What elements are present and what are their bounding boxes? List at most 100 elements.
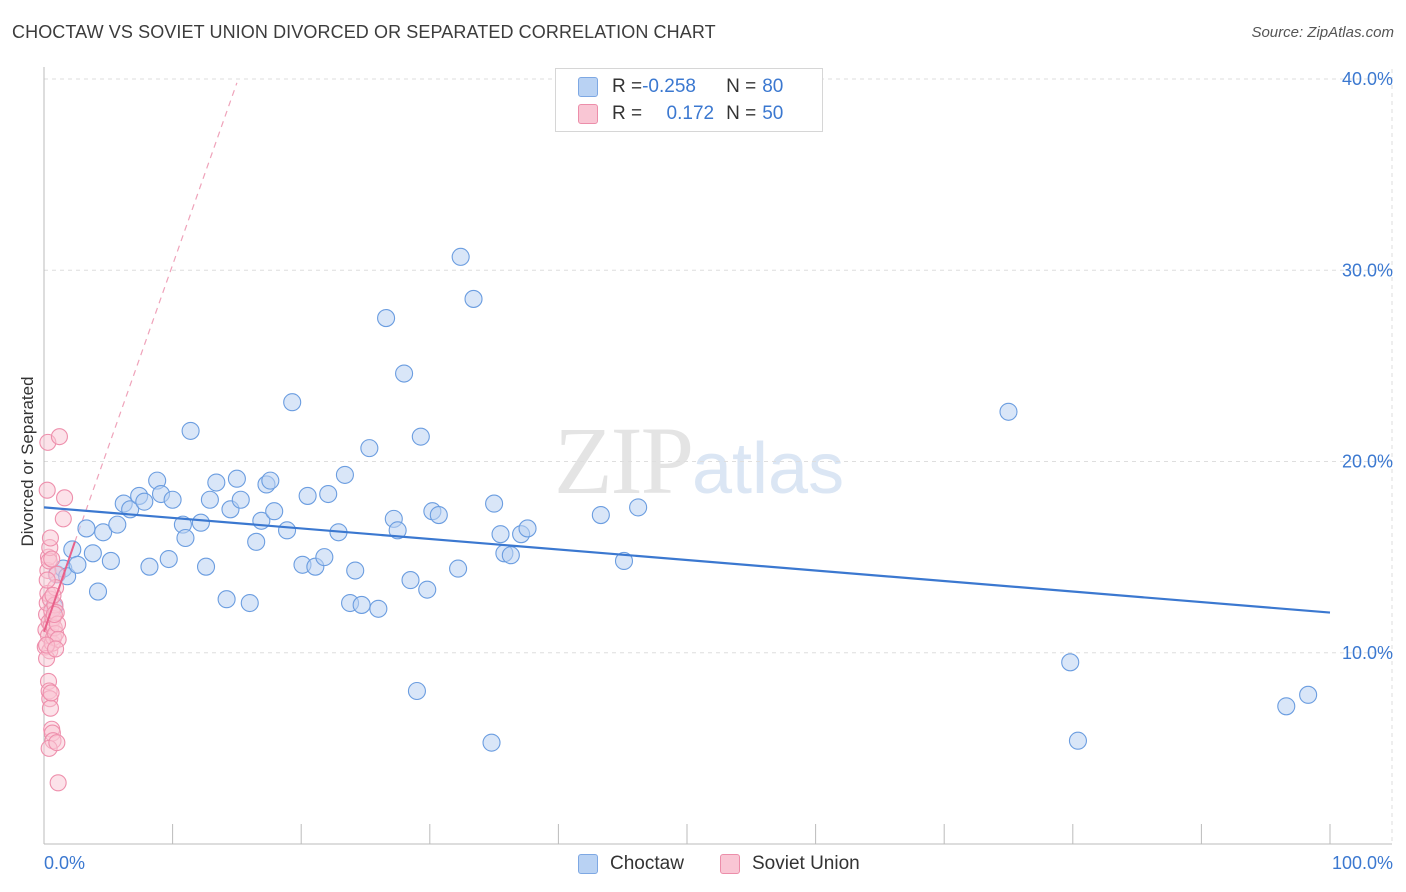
choctaw-point — [407, 681, 426, 701]
choctaw-point — [217, 590, 236, 609]
soviet-union-point — [42, 684, 60, 702]
choctaw-point — [159, 549, 178, 569]
soviet-union-point — [48, 734, 66, 752]
choctaw-point — [315, 548, 334, 567]
x-tick-label: 100.0% — [1332, 853, 1393, 873]
choctaw-point — [999, 402, 1018, 421]
y-tick-label: 10.0% — [1342, 643, 1393, 663]
choctaw-point — [449, 559, 468, 578]
choctaw-point — [207, 473, 226, 492]
legend-n-label: N = — [726, 76, 757, 97]
legend-swatch-soviet-union — [578, 104, 598, 124]
choctaw-point — [265, 502, 284, 521]
choctaw-point — [140, 557, 159, 576]
bottom-legend-label-soviet-union: Soviet Union — [752, 853, 860, 874]
soviet-union-trend-line — [43, 541, 76, 633]
choctaw-point — [181, 421, 200, 440]
choctaw-point — [482, 733, 501, 752]
choctaw-trend-line — [43, 506, 1331, 614]
soviet-union-point — [54, 510, 72, 528]
choctaw-point — [518, 519, 537, 538]
choctaw-point — [163, 490, 182, 509]
soviet-union-point — [47, 640, 65, 658]
choctaw-point — [614, 551, 634, 571]
soviet-union-point — [50, 428, 68, 446]
legend-n-value: 50 — [762, 103, 784, 124]
choctaw-point — [68, 555, 87, 574]
choctaw-point — [451, 247, 470, 266]
soviet-union-point — [38, 571, 56, 589]
bottom-legend-swatch-soviet-union — [720, 854, 740, 874]
choctaw-point — [77, 519, 96, 538]
choctaw-point — [388, 521, 407, 540]
choctaw-point — [176, 528, 195, 548]
soviet-union-point — [56, 489, 74, 507]
choctaw-point — [377, 309, 396, 328]
choctaw-point — [227, 469, 246, 488]
choctaw-point — [278, 521, 297, 540]
choctaw-point — [283, 393, 302, 412]
y-tick-label: 40.0% — [1342, 69, 1393, 89]
soviet-union-point — [43, 550, 61, 568]
choctaw-point — [83, 544, 102, 563]
choctaw-point — [200, 490, 219, 509]
choctaw-point — [335, 465, 354, 484]
choctaw-point — [418, 580, 437, 599]
soviet-union-point — [49, 774, 67, 792]
choctaw-point — [401, 571, 420, 590]
bottom-legend-choctaw: Choctaw — [578, 851, 684, 877]
choctaw-point — [88, 582, 108, 601]
legend-row-choctaw: R = -0.258 N = 80 — [578, 75, 783, 99]
choctaw-point — [94, 523, 113, 542]
legend-n-label: N = — [726, 103, 757, 124]
legend-r-label: R = — [612, 76, 643, 97]
choctaw-point — [395, 364, 414, 383]
choctaw-point — [101, 551, 120, 571]
choctaw-point — [261, 471, 280, 490]
watermark: ZIPatlas — [554, 405, 844, 516]
choctaw-point — [196, 557, 216, 576]
bottom-legend-soviet-union: Soviet Union — [720, 851, 860, 877]
choctaw-point — [135, 492, 154, 511]
legend-swatch-choctaw — [578, 77, 598, 97]
watermark-zip: ZIP — [554, 407, 694, 514]
source-label: Source: ZipAtlas.com — [1251, 24, 1394, 41]
y-tick-label: 20.0% — [1342, 452, 1393, 472]
soviet-union-point — [41, 529, 59, 547]
choctaw-point — [1277, 697, 1296, 716]
stats-legend: R = -0.258 N = 80 R = 0.172 N = 50 — [555, 68, 823, 132]
soviet-union-point — [41, 699, 59, 717]
choctaw-point — [1061, 653, 1080, 672]
choctaw-point — [629, 498, 648, 517]
legend-r-value: -0.258 — [642, 76, 696, 97]
choctaw-point — [591, 505, 610, 525]
legend-r-value: 0.172 — [661, 103, 715, 124]
choctaw-point — [429, 505, 448, 525]
choctaw-point — [240, 593, 259, 613]
x-tick-label: 0.0% — [44, 853, 85, 873]
legend-row-soviet-union: R = 0.172 N = 50 — [578, 102, 783, 126]
choctaw-point — [1068, 731, 1087, 750]
y-tick-label: 30.0% — [1342, 260, 1393, 280]
choctaw-point — [360, 439, 379, 458]
choctaw-point — [411, 427, 430, 446]
bottom-legend-label-choctaw: Choctaw — [610, 853, 684, 874]
choctaw-point — [231, 490, 250, 509]
choctaw-point — [501, 546, 520, 565]
choctaw-point — [298, 486, 317, 505]
legend-r-label: R = — [612, 103, 643, 124]
choctaw-point — [346, 561, 365, 580]
choctaw-point — [491, 525, 510, 544]
chart-title: CHOCTAW VS SOVIET UNION DIVORCED OR SEPA… — [12, 22, 716, 42]
choctaw-point — [319, 484, 338, 504]
choctaw-point — [247, 532, 266, 551]
choctaw-point — [369, 599, 388, 618]
watermark-atlas: atlas — [692, 429, 845, 509]
bottom-legend-swatch-choctaw — [578, 854, 598, 874]
choctaw-point — [485, 494, 504, 513]
choctaw-point — [352, 595, 371, 614]
y-axis-label: Divorced or Separated — [18, 376, 37, 546]
choctaw-point — [1299, 685, 1318, 704]
choctaw-point — [108, 515, 127, 534]
